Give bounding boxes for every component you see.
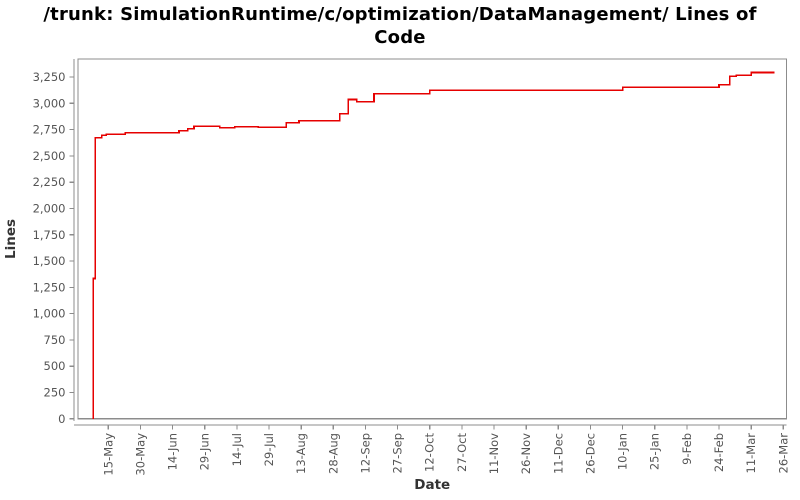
chart-title-line1: /trunk: SimulationRuntime/c/optimization…: [43, 4, 757, 25]
x-tick-label: 9-Feb: [680, 433, 694, 465]
x-tick-label: 26-Nov: [519, 433, 533, 474]
x-tick-label: 29-Jun: [198, 433, 212, 470]
x-tick-label: 11-Mar: [744, 433, 758, 474]
y-tick-label: 1,250: [33, 280, 66, 294]
y-tick-label: 1,000: [33, 307, 66, 321]
x-tick-label: 26-Mar: [776, 433, 790, 474]
loc-series-line: [92, 71, 775, 419]
x-tick-label: 28-Aug: [326, 433, 340, 474]
x-tick-label: 14-Jul: [230, 433, 244, 466]
x-axis-title: Date: [414, 477, 450, 493]
y-tick-label: 2,000: [33, 201, 66, 215]
x-tick-label: 11-Dec: [551, 433, 565, 474]
y-tick-label: 250: [44, 386, 66, 400]
y-tick-label: 2,750: [33, 123, 66, 137]
y-tick-label: 1,500: [33, 254, 66, 268]
x-tick-label: 14-Jun: [166, 433, 180, 470]
x-tick-label: 24-Feb: [712, 433, 726, 472]
plot-border: [77, 58, 788, 420]
chart-title: /trunk: SimulationRuntime/c/optimization…: [0, 3, 800, 49]
x-tick-label: 27-Sep: [391, 433, 405, 473]
x-tick-label: 27-Oct: [455, 433, 469, 472]
x-tick-label: 15-May: [101, 433, 115, 476]
x-tick-label: 10-Jan: [616, 433, 630, 470]
x-tick-label: 12-Oct: [423, 433, 437, 472]
x-tick-label: 26-Dec: [583, 433, 597, 474]
y-tick-label: 1,750: [33, 228, 66, 242]
y-tick-label: 750: [44, 333, 66, 347]
chart-title-line2: Code: [374, 27, 426, 48]
y-tick-label: 2,500: [33, 149, 66, 163]
x-tick-label: 11-Nov: [487, 433, 501, 474]
y-axis-title: Lines: [3, 219, 19, 259]
x-tick-label: 13-Aug: [294, 433, 308, 474]
y-tick-label: 500: [44, 359, 66, 373]
y-tick-label: 0: [58, 412, 65, 426]
y-tick-label: 3,000: [33, 96, 66, 110]
x-tick-label: 29-Jul: [262, 433, 276, 466]
x-tick-label: 30-May: [133, 433, 147, 476]
y-tick-label: 2,250: [33, 175, 66, 189]
x-tick-label: 25-Jan: [648, 433, 662, 470]
y-tick-label: 3,250: [33, 70, 66, 84]
x-tick-label: 12-Sep: [358, 433, 372, 473]
